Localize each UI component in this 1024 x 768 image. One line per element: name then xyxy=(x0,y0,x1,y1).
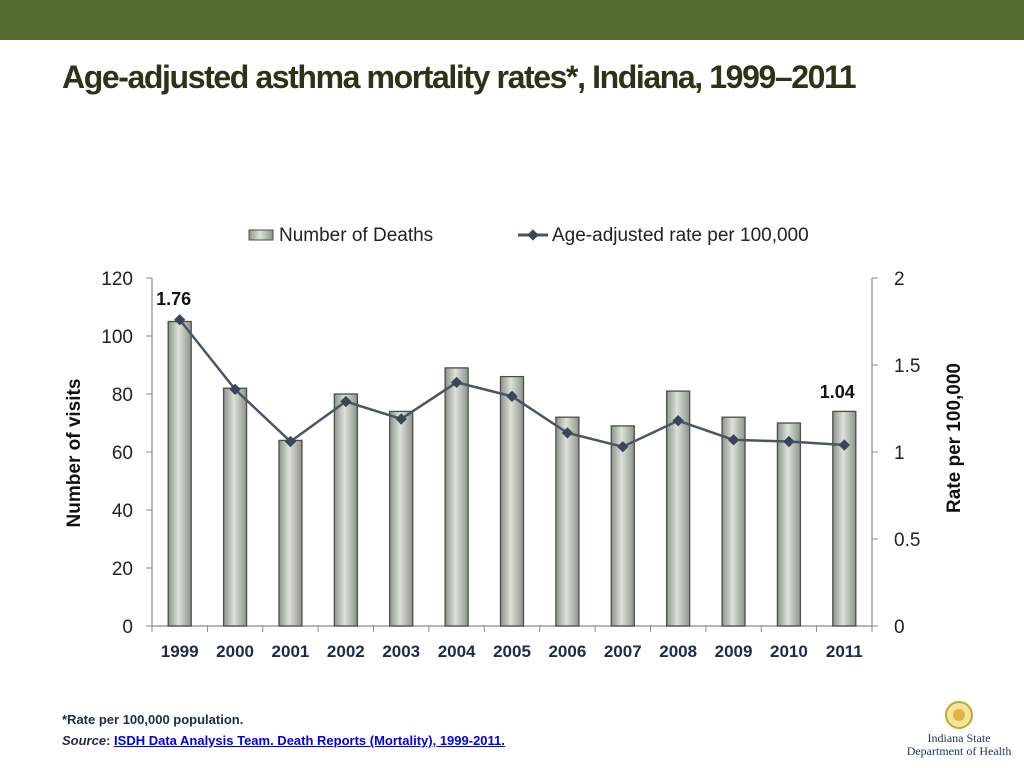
x-tick-label: 2004 xyxy=(438,642,476,661)
rate-point xyxy=(727,434,740,446)
x-tick-label: 2001 xyxy=(272,642,310,661)
bar xyxy=(721,416,746,627)
bar xyxy=(278,439,303,627)
x-tick-label: 2006 xyxy=(548,642,586,661)
legend-line-label: Age-adjusted rate per 100,000 xyxy=(552,225,809,246)
y2-tick-label: 1.5 xyxy=(894,356,920,377)
y-tick-label: 40 xyxy=(112,501,133,522)
rate-point xyxy=(561,427,574,439)
x-tick-label: 2002 xyxy=(327,642,365,661)
data-label: 1.04 xyxy=(820,382,855,402)
bar xyxy=(499,375,525,627)
bar xyxy=(832,410,857,627)
slide-title: Age-adjusted asthma mortality rates*, In… xyxy=(62,59,856,95)
bar xyxy=(333,393,358,627)
footnote: *Rate per 100,000 population. xyxy=(62,712,244,727)
legend-bar-swatch xyxy=(248,229,274,241)
x-tick-label: 2008 xyxy=(659,642,697,661)
legend: Number of Deaths Age-adjusted rate per 1… xyxy=(248,225,809,246)
bar xyxy=(555,416,580,627)
rate-point xyxy=(395,413,407,425)
source-line: Source: ISDH Data Analysis Team. Death R… xyxy=(62,733,505,748)
bar xyxy=(776,422,802,627)
bar-series xyxy=(167,320,857,627)
rate-point xyxy=(450,376,463,389)
data-label: 1.76 xyxy=(156,289,191,309)
bar xyxy=(167,320,192,627)
y-tick-label: 80 xyxy=(112,385,133,406)
x-tick-label: 2000 xyxy=(216,642,254,661)
x-tick-label: 2010 xyxy=(770,642,808,661)
bar xyxy=(389,410,414,627)
logo-line-2: Department of Health xyxy=(906,744,1012,758)
rate-point xyxy=(617,441,629,453)
y-tick-label: 100 xyxy=(101,327,133,348)
x-tick-label: 2003 xyxy=(382,642,420,661)
y-axis-title: Number of visits xyxy=(64,379,85,528)
rate-point xyxy=(783,435,795,448)
bar xyxy=(666,390,691,627)
rate-point xyxy=(672,415,684,427)
logo-line-1: Indiana State xyxy=(927,731,991,745)
rate-point xyxy=(838,439,850,451)
bar xyxy=(610,425,635,627)
x-tick-label: 2011 xyxy=(826,642,863,661)
legend-marker-swatch xyxy=(527,229,539,241)
x-tick-label: 2007 xyxy=(604,642,642,661)
legend-bar-label: Number of Deaths xyxy=(279,225,433,246)
logo-text: Indiana State Department of Health xyxy=(900,732,1018,758)
top-band xyxy=(0,0,1024,40)
source-link[interactable]: ISDH Data Analysis Team. Death Reports (… xyxy=(114,733,505,748)
y2-tick-label: 0.5 xyxy=(894,530,920,551)
y-tick-label: 60 xyxy=(112,443,133,464)
axes: 0 20 40 60 80 100 120 0 0.5 1 1.5 2 1999 2000 2001 2002… xyxy=(101,269,920,661)
y2-axis-title: Rate per 100,000 xyxy=(944,363,965,513)
y-tick-label: 20 xyxy=(112,559,133,580)
x-tick-label: 2005 xyxy=(493,642,531,661)
bar xyxy=(222,387,248,627)
rate-point xyxy=(229,383,241,396)
bar xyxy=(444,367,469,627)
seal-icon xyxy=(945,701,973,729)
source-separator: : xyxy=(106,733,115,748)
rate-point xyxy=(284,435,297,448)
y2-tick-label: 0 xyxy=(894,617,905,638)
rate-point xyxy=(506,390,518,402)
x-tick-label: 1999 xyxy=(161,642,199,661)
x-tick-label: 2009 xyxy=(715,642,753,661)
isdh-logo: Indiana State Department of Health xyxy=(900,700,1018,762)
rate-point xyxy=(340,395,352,408)
y-tick-label: 0 xyxy=(122,617,133,638)
source-label: Source xyxy=(62,733,107,748)
y-tick-label: 120 xyxy=(101,269,133,290)
y2-tick-label: 2 xyxy=(894,269,905,290)
chart: Number of Deaths Age-adjusted rate per 1… xyxy=(64,225,965,661)
y2-tick-label: 1 xyxy=(894,443,905,464)
